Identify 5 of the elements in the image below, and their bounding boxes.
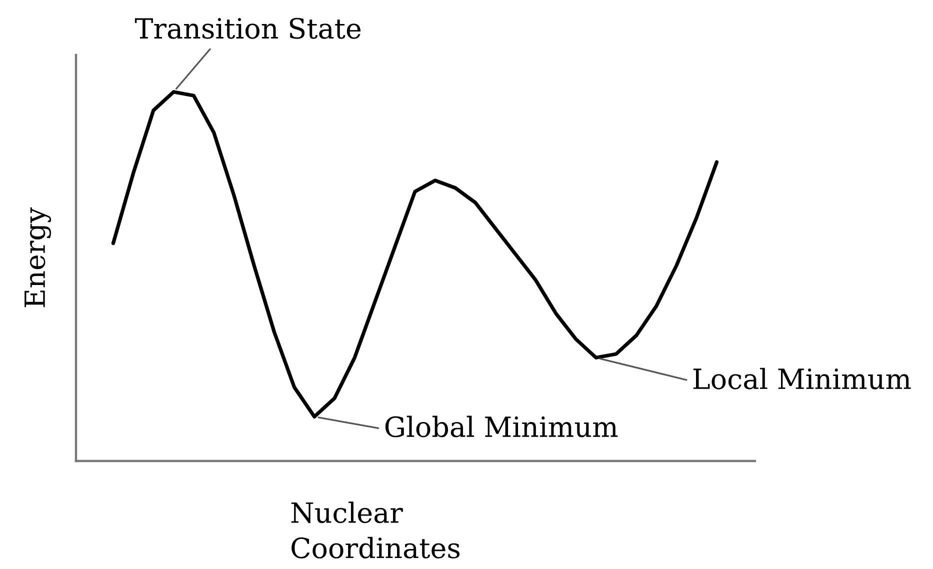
annotation: Local Minimum	[693, 368, 911, 390]
y-axis-title: Energy	[24, 207, 51, 308]
annotation: Global Minimum	[385, 416, 618, 438]
x-axis-title: Nuclear Coordinates	[291, 502, 460, 558]
text: Transition State	[134, 18, 361, 39]
